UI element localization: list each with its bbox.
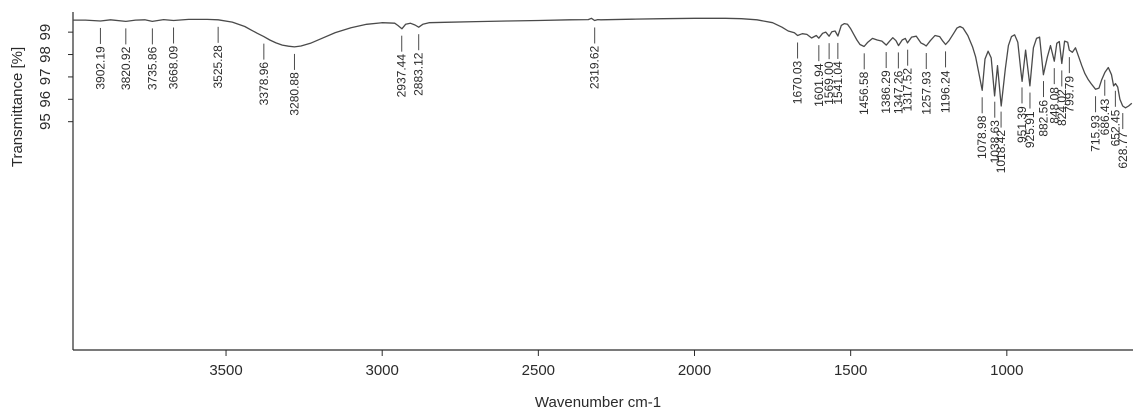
peak-label-group: 1018.42 (994, 111, 1008, 174)
peak-label-group: 1601.94 (812, 45, 826, 107)
peak-label: 3378.96 (257, 62, 271, 106)
peak-label: 1257.93 (919, 71, 933, 115)
peak-label-group: 3525.28 (211, 26, 225, 89)
peak-label-group: 3378.96 (257, 43, 271, 106)
peak-label: 1078.98 (975, 115, 989, 159)
peak-label-group: 2937.44 (395, 35, 409, 98)
y-tick-label: 98 (37, 46, 54, 63)
peak-label-group: 1569.00 (822, 43, 836, 105)
x-axis-label: Wavenumber cm-1 (535, 394, 661, 411)
x-tick-label: 1000 (990, 362, 1023, 379)
peak-label-group: 1317.52 (901, 49, 915, 112)
peak-label: 2937.44 (395, 54, 409, 98)
peak-label-group: 951.39 (1015, 87, 1029, 143)
peak-label-group: 652.45 (1108, 90, 1122, 146)
peak-label-group: 2883.12 (412, 34, 426, 96)
peak-label-group: 1541.04 (831, 42, 845, 105)
peak-label: 882.56 (1037, 100, 1051, 137)
peak-label-group: 925.91 (1023, 92, 1037, 148)
peak-label-group: 1257.93 (919, 52, 933, 115)
peak-label-group: 848.08 (1047, 68, 1061, 124)
x-axis-ticks: 3500 3000 2500 2000 1500 1000 (209, 350, 1024, 379)
peak-label: 652.45 (1108, 109, 1122, 146)
peak-label-group: 3902.19 (93, 27, 107, 90)
peak-label-group: 1386.29 (879, 52, 893, 114)
peak-label-group: 1347.26 (891, 52, 905, 114)
peak-label: 1317.52 (901, 68, 915, 112)
y-axis-label: Transmittance [%] (9, 47, 26, 167)
x-tick-label: 1500 (834, 362, 867, 379)
peak-label: 1347.26 (891, 70, 905, 114)
y-tick-label: 99 (37, 24, 54, 41)
peak-label: 3280.88 (287, 72, 301, 116)
y-tick-label: 97 (37, 69, 54, 86)
peak-label: 628.77 (1116, 132, 1130, 169)
peak-label-group: 1196.24 (939, 51, 953, 113)
peak-label: 2319.62 (588, 45, 602, 89)
peak-label: 1386.29 (879, 70, 893, 114)
peak-label: 715.93 (1089, 115, 1103, 152)
x-tick-label: 2000 (678, 362, 711, 379)
peak-label: 1569.00 (822, 61, 836, 105)
plot-area: 3902.19 3820.92 3735.86 3668.09 3525.28 3378.… (37, 12, 1133, 379)
peak-label-group: 3735.86 (145, 28, 159, 90)
x-tick-label: 3500 (209, 362, 242, 379)
peak-label: 686.43 (1098, 98, 1112, 135)
peak-label-group: 3820.92 (119, 28, 133, 90)
peak-label-group: 882.56 (1037, 81, 1051, 137)
peak-label: 848.08 (1047, 87, 1061, 124)
peak-label: 925.91 (1023, 111, 1037, 148)
peak-label: 3668.09 (167, 46, 181, 90)
peak-label: 824.02 (1055, 89, 1069, 126)
peak-label-group: 628.77 (1116, 113, 1130, 169)
peak-labels: 3902.19 3820.92 3735.86 3668.09 3525.28 3378.… (93, 26, 1130, 174)
y-tick-label: 96 (37, 91, 54, 108)
peak-label: 1018.42 (994, 130, 1008, 174)
peak-label: 1541.04 (831, 61, 845, 105)
peak-label-group: 1670.03 (791, 42, 805, 104)
y-tick-label: 95 (37, 113, 54, 130)
peak-label: 1456.58 (857, 71, 871, 115)
peak-label: 3902.19 (93, 46, 107, 90)
peak-label: 951.39 (1015, 106, 1029, 143)
transmittance-series-line (73, 17, 1133, 109)
peak-label: 3525.28 (211, 45, 225, 89)
peak-label-group: 1078.98 (975, 97, 989, 159)
peak-label: 1601.94 (812, 63, 826, 107)
y-axis-ticks: 95 96 97 98 99 (37, 24, 73, 130)
x-tick-label: 3000 (366, 362, 399, 379)
peak-label: 1670.03 (791, 60, 805, 104)
peak-label-group: 3280.88 (287, 53, 301, 116)
peak-label-group: 3668.09 (167, 27, 181, 90)
peak-label-group: 799.79 (1062, 57, 1076, 113)
x-tick-label: 2500 (522, 362, 555, 379)
peak-label-group: 1038.63 (988, 101, 1002, 164)
peak-label: 3820.92 (119, 46, 133, 90)
peak-label-group: 686.43 (1098, 79, 1112, 135)
peak-label: 1038.63 (988, 120, 1002, 164)
peak-label-group: 1456.58 (857, 53, 871, 115)
peak-label-group: 715.93 (1089, 96, 1103, 152)
peak-label: 2883.12 (412, 52, 426, 96)
peak-label: 3735.86 (145, 46, 159, 90)
peak-label-group: 2319.62 (588, 27, 602, 89)
peak-label: 799.79 (1062, 76, 1076, 113)
peak-label-group: 824.02 (1055, 70, 1069, 126)
peak-label: 1196.24 (939, 70, 953, 113)
